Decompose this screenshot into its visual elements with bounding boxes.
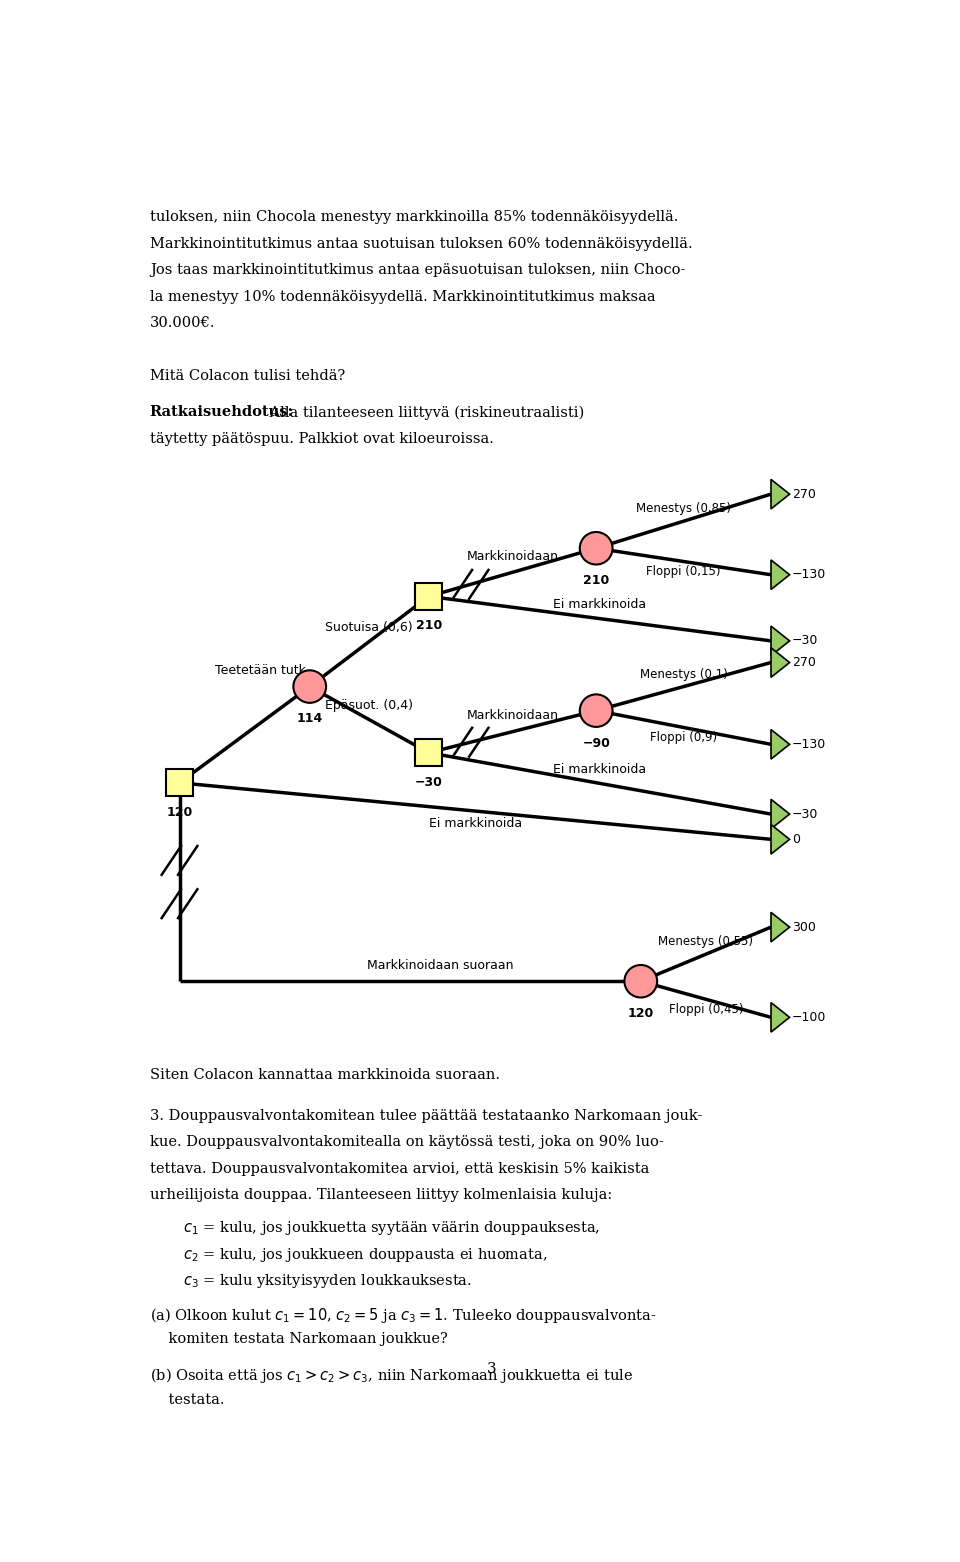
Text: Alla tilanteeseen liittyvä (riskineutraalisti): Alla tilanteeseen liittyvä (riskineutraa… — [265, 405, 585, 420]
Text: Menestys (0,55): Menestys (0,55) — [659, 936, 754, 948]
Polygon shape — [771, 1003, 789, 1032]
Text: 210: 210 — [583, 575, 610, 587]
Text: kue. Douppausvalvontakomitealla on käytössä testi, joka on 90% luo-: kue. Douppausvalvontakomitealla on käytö… — [150, 1136, 663, 1150]
Text: Ei markkinoida: Ei markkinoida — [553, 598, 646, 611]
Text: Jos taas markkinointitutkimus antaa epäsuotuisan tuloksen, niin Choco-: Jos taas markkinointitutkimus antaa epäs… — [150, 264, 685, 276]
Polygon shape — [771, 480, 789, 509]
Text: $c_3$ = kulu yksityisyyden loukkauksesta.: $c_3$ = kulu yksityisyyden loukkauksesta… — [183, 1273, 472, 1290]
Text: Markkinoidaan: Markkinoidaan — [467, 550, 559, 562]
Text: Markkinoidaan suoraan: Markkinoidaan suoraan — [367, 959, 514, 972]
Text: $c_2$ = kulu, jos joukkueen douppausta ei huomata,: $c_2$ = kulu, jos joukkueen douppausta e… — [183, 1246, 547, 1264]
Text: komiten testata Narkomaan joukkue?: komiten testata Narkomaan joukkue? — [150, 1332, 447, 1346]
Polygon shape — [771, 559, 789, 589]
Text: $c_1$ = kulu, jos joukkuetta syytään väärin douppauksesta,: $c_1$ = kulu, jos joukkuetta syytään vää… — [183, 1220, 600, 1237]
Ellipse shape — [624, 965, 658, 998]
Text: −100: −100 — [792, 1011, 827, 1023]
Polygon shape — [771, 626, 789, 656]
Text: Menestys (0,1): Menestys (0,1) — [639, 667, 728, 681]
Text: 270: 270 — [792, 487, 816, 501]
Text: tettava. Douppausvalvontakomitea arvioi, että keskisin 5% kaikista: tettava. Douppausvalvontakomitea arvioi,… — [150, 1162, 649, 1176]
Text: −130: −130 — [792, 737, 827, 751]
Text: (b) Osoita että jos $c_1 > c_2 > c_3$, niin Narkomaan joukkuetta ei tule: (b) Osoita että jos $c_1 > c_2 > c_3$, n… — [150, 1367, 633, 1385]
FancyBboxPatch shape — [416, 739, 443, 765]
Polygon shape — [771, 800, 789, 829]
Ellipse shape — [580, 695, 612, 726]
FancyBboxPatch shape — [166, 770, 193, 797]
Text: (a) Olkoon kulut $c_1 = 10$, $c_2 = 5$ ja $c_3 = 1$. Tuleeko douppausvalvonta-: (a) Olkoon kulut $c_1 = 10$, $c_2 = 5$ j… — [150, 1306, 657, 1325]
Text: Floppi (0,9): Floppi (0,9) — [650, 731, 717, 744]
Text: 3: 3 — [487, 1362, 497, 1376]
Text: Siten Colacon kannattaa markkinoida suoraan.: Siten Colacon kannattaa markkinoida suor… — [150, 1068, 500, 1082]
Text: Suotuisa (0,6): Suotuisa (0,6) — [325, 622, 413, 634]
Text: täytetty päätöspuu. Palkkiot ovat kiloeuroissa.: täytetty päätöspuu. Palkkiot ovat kiloeu… — [150, 431, 493, 445]
Text: Floppi (0,45): Floppi (0,45) — [669, 1003, 743, 1015]
Text: −130: −130 — [792, 569, 827, 581]
Text: tuloksen, niin Chocola menestyy markkinoilla 85% todennäköisyydellä.: tuloksen, niin Chocola menestyy markkino… — [150, 211, 678, 225]
Polygon shape — [771, 825, 789, 854]
Text: Mitä Colacon tulisi tehdä?: Mitä Colacon tulisi tehdä? — [150, 369, 345, 383]
Text: 210: 210 — [416, 619, 442, 633]
Text: Ei markkinoida: Ei markkinoida — [429, 817, 522, 829]
Text: 114: 114 — [297, 712, 323, 725]
Text: urheilijoista douppaa. Tilanteeseen liittyy kolmenlaisia kuluja:: urheilijoista douppaa. Tilanteeseen liit… — [150, 1189, 612, 1203]
Text: Teetetään tutk: Teetetään tutk — [215, 664, 306, 676]
Text: −90: −90 — [582, 737, 611, 750]
Text: 270: 270 — [792, 656, 816, 669]
Text: Epäsuot. (0,4): Epäsuot. (0,4) — [325, 700, 413, 712]
Polygon shape — [771, 648, 789, 678]
Text: 3. Douppausvalvontakomitean tulee päättää testataanko Narkomaan jouk-: 3. Douppausvalvontakomitean tulee päättä… — [150, 1109, 702, 1123]
Polygon shape — [771, 912, 789, 942]
Text: −30: −30 — [792, 634, 818, 647]
Text: −30: −30 — [415, 776, 443, 789]
Text: la menestyy 10% todennäköisyydellä. Markkinointitutkimus maksaa: la menestyy 10% todennäköisyydellä. Mark… — [150, 289, 656, 303]
Text: Ratkaisuehdotus:: Ratkaisuehdotus: — [150, 405, 294, 419]
Text: Floppi (0,15): Floppi (0,15) — [646, 565, 721, 578]
Text: −30: −30 — [792, 808, 818, 820]
Text: 120: 120 — [628, 1007, 654, 1020]
Text: 30.000€.: 30.000€. — [150, 316, 215, 330]
Text: testata.: testata. — [150, 1393, 225, 1407]
Text: 120: 120 — [166, 806, 193, 818]
Text: Markkinointitutkimus antaa suotuisan tuloksen 60% todennäköisyydellä.: Markkinointitutkimus antaa suotuisan tul… — [150, 237, 692, 251]
Ellipse shape — [294, 670, 326, 703]
Polygon shape — [771, 729, 789, 759]
Text: Menestys (0,85): Menestys (0,85) — [636, 503, 732, 515]
Ellipse shape — [580, 533, 612, 564]
FancyBboxPatch shape — [416, 583, 443, 609]
Text: 300: 300 — [792, 920, 816, 934]
Text: Markkinoidaan: Markkinoidaan — [467, 709, 559, 722]
Text: Ei markkinoida: Ei markkinoida — [553, 764, 646, 776]
Text: 0: 0 — [792, 833, 800, 847]
